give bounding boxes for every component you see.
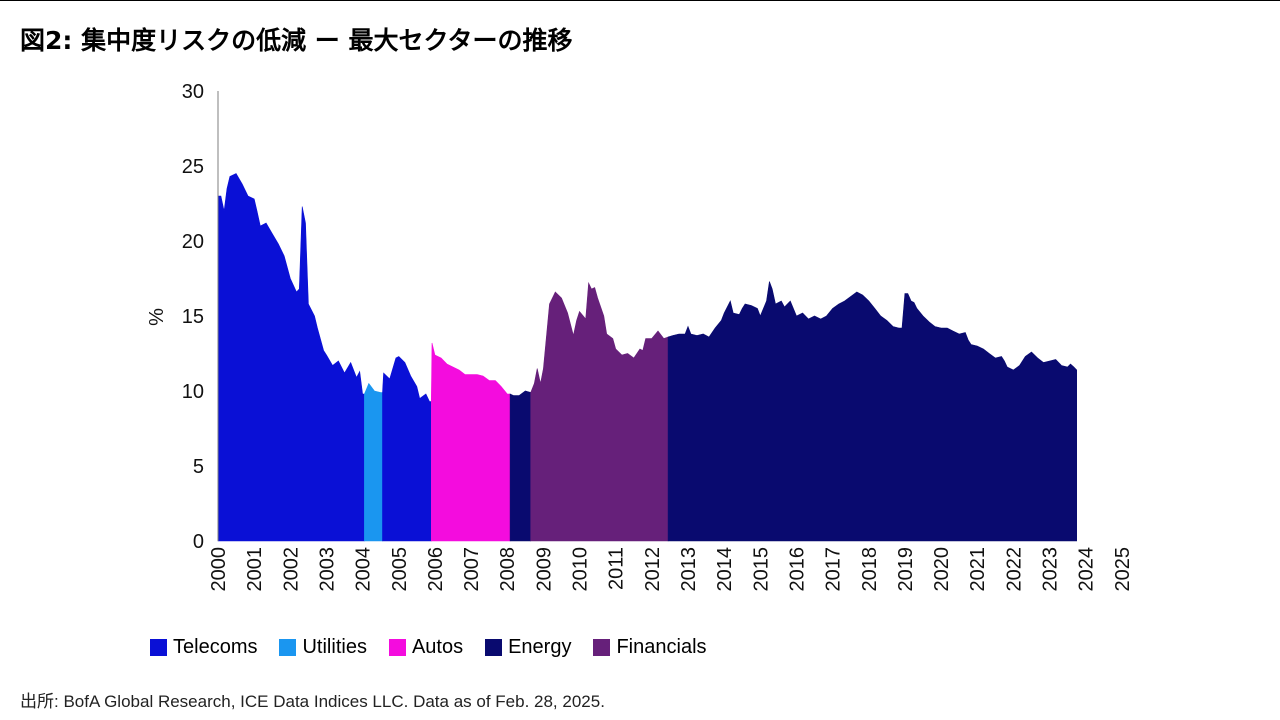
y-tick-label-5: 5 (193, 456, 204, 478)
source-note: 出所: BofA Global Research, ICE Data Indic… (20, 692, 605, 711)
legend-label-autos: Autos (411, 636, 464, 658)
x-tick-label-2007: 2007 (461, 547, 483, 592)
legend-swatch-financials (593, 639, 611, 656)
x-tick-label-2009: 2009 (533, 547, 555, 592)
y-tick-label-25: 25 (182, 156, 204, 178)
legend-item-autos: Autos (388, 636, 464, 659)
x-tick-label-2003: 2003 (317, 547, 339, 592)
y-tick-label-30: 30 (182, 81, 204, 103)
y-tick-label-0: 0 (193, 531, 204, 553)
area-segment-utilities-1 (364, 382, 383, 542)
x-tick-label-2002: 2002 (280, 547, 302, 592)
y-tick-label-10: 10 (182, 381, 204, 403)
chart-title: 図2: 集中度リスクの低減 ー 最大セクターの推移 (20, 26, 573, 55)
y-tick-label-15: 15 (182, 306, 204, 328)
y-tick-label-20: 20 (182, 231, 204, 253)
y-axis-label: % (146, 308, 168, 326)
x-tick-label-2004: 2004 (353, 547, 375, 592)
legend-swatch-utilities (279, 639, 297, 656)
x-tick-label-2006: 2006 (425, 547, 447, 592)
legend-item-financials: Financials (593, 636, 707, 659)
x-tick-label-2022: 2022 (1003, 547, 1025, 592)
top-border-line (0, 0, 1280, 1)
area-segment-energy-6 (667, 281, 1077, 542)
x-tick-label-2021: 2021 (967, 547, 989, 592)
area-segment-telecoms-0 (217, 173, 365, 542)
x-tick-label-2008: 2008 (497, 547, 519, 592)
legend-label-financials: Financials (616, 636, 707, 658)
x-tick-label-2001: 2001 (244, 547, 266, 592)
x-tick-label-2012: 2012 (642, 547, 664, 592)
area-segment-energy-4 (509, 390, 531, 542)
x-tick-label-2025: 2025 (1112, 547, 1134, 592)
x-tick-label-2013: 2013 (678, 547, 700, 592)
legend-label-telecoms: Telecoms (173, 636, 258, 658)
legend-item-energy: Energy (485, 636, 571, 659)
x-tick-label-2024: 2024 (1076, 547, 1098, 592)
x-tick-label-2020: 2020 (931, 547, 953, 592)
x-tick-label-2017: 2017 (823, 547, 845, 592)
legend-item-telecoms: Telecoms (150, 636, 257, 659)
x-tick-label-2015: 2015 (750, 547, 772, 592)
legend-item-utilities: Utilities (279, 636, 367, 659)
legend-label-utilities: Utilities (302, 636, 367, 658)
x-tick-label-2019: 2019 (895, 547, 917, 592)
area-segment-telecoms-2 (382, 356, 432, 542)
chart-legend: Telecoms Utilities Autos Energy Financia… (150, 636, 729, 659)
legend-swatch-telecoms (150, 639, 167, 656)
x-tick-label-2010: 2010 (570, 547, 592, 592)
x-tick-label-2023: 2023 (1040, 547, 1062, 592)
area-segment-financials-5 (530, 281, 669, 542)
x-tick-label-2011: 2011 (606, 547, 628, 590)
x-tick-label-2018: 2018 (859, 547, 881, 592)
area-segment-autos-3 (431, 342, 511, 542)
x-tick-label-2000: 2000 (208, 547, 230, 592)
x-tick-label-2016: 2016 (787, 547, 809, 592)
x-tick-label-2005: 2005 (389, 547, 411, 592)
x-tick-label-2014: 2014 (714, 547, 736, 592)
legend-swatch-energy (485, 639, 503, 656)
legend-swatch-autos (388, 639, 406, 656)
legend-label-energy: Energy (508, 636, 572, 658)
